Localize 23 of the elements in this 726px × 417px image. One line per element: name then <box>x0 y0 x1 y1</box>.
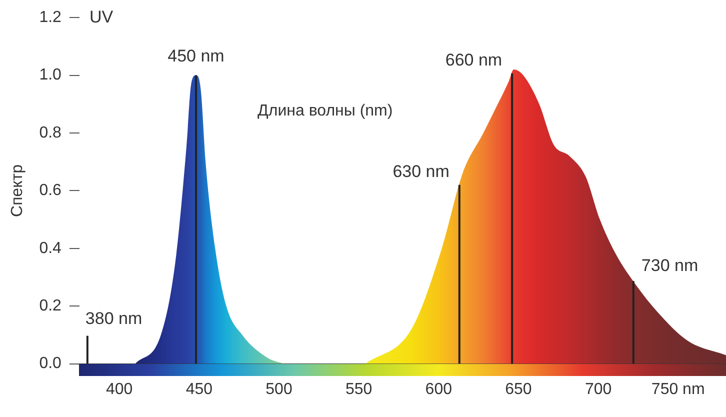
x-axis-title: Длина волны (nm) <box>258 102 393 120</box>
ref-line-label: 630 nm <box>392 162 450 182</box>
x-tick-label: 750 nm <box>651 380 705 398</box>
y-tick-label: 0.4 <box>39 240 62 257</box>
y-tick-label: 0.6 <box>39 182 62 200</box>
annotation: UV <box>89 7 114 26</box>
y-tick-label: 0.2 <box>39 298 62 315</box>
x-tick-label: 600 <box>425 380 452 398</box>
y-tick-label: 0.8 <box>39 124 62 142</box>
y-tick-label: 1.2 <box>39 9 62 26</box>
ref-line-label: 730 nm <box>641 256 698 276</box>
ref-line-label: 660 nm <box>445 50 502 70</box>
x-tick-label: 450 <box>186 380 213 398</box>
x-tick-label: 400 <box>106 380 133 398</box>
x-tick-label: 700 <box>584 380 612 398</box>
y-tick-label: 0.0 <box>39 355 62 372</box>
x-tick-label: 650 <box>505 380 532 398</box>
x-tick-label: 550 <box>345 380 372 398</box>
x-tick-label: 500 <box>266 380 292 398</box>
y-axis-title: Спектр <box>9 164 26 217</box>
ref-line-label: 380 nm <box>85 308 142 328</box>
ref-line-label: 450 nm <box>168 46 224 66</box>
y-tick-label: 1.0 <box>39 66 62 84</box>
